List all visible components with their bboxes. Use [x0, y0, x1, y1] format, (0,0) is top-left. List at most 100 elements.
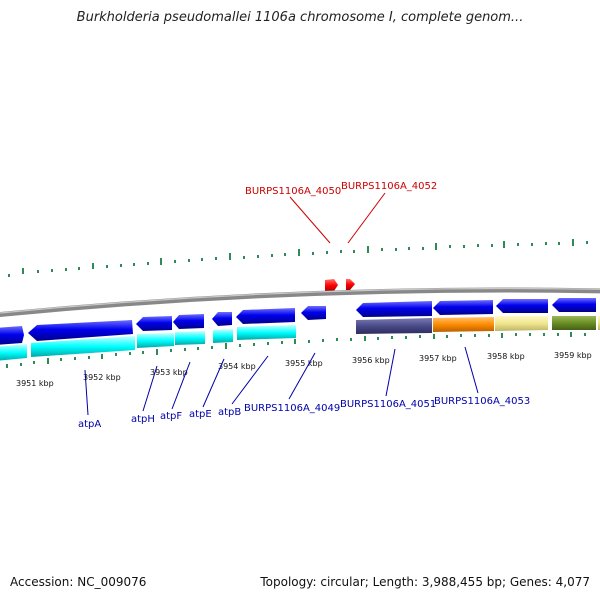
gene-arrow[interactable] [552, 298, 596, 312]
inner-tick [405, 336, 407, 339]
gc-tick [147, 262, 149, 265]
gc-tick [586, 241, 588, 244]
inner-tick [460, 334, 462, 337]
inner-tick [281, 341, 283, 344]
kbp-label: 3955 kbp [285, 359, 323, 368]
cds-band[interactable] [137, 333, 174, 348]
gene-arrow-atpH[interactable] [136, 316, 172, 331]
inner-tick [308, 340, 310, 343]
inner-tick [129, 352, 131, 355]
gc-tick [51, 269, 53, 272]
gc-tick [37, 270, 39, 273]
gene-label-burps1106a-4053[interactable]: BURPS1106A_4053 [434, 396, 530, 407]
inner-tick [350, 338, 352, 341]
inner-tick [391, 336, 393, 339]
gene-arrow-atpE[interactable] [212, 312, 232, 326]
inner-tick [6, 364, 8, 368]
gc-tick [572, 239, 574, 246]
inner-ticks [6, 332, 586, 368]
gc-tick [284, 253, 286, 256]
gc-tick [463, 245, 465, 248]
gc-tick [326, 251, 328, 254]
feature-olive[interactable] [552, 316, 596, 330]
kbp-label: 3953 kbp [150, 368, 188, 377]
inner-tick [184, 348, 186, 351]
forward-genes[interactable] [0, 298, 596, 345]
feature-bands[interactable] [0, 316, 600, 361]
cds-band[interactable] [213, 329, 233, 343]
inner-tick [419, 335, 421, 338]
gene-arrow-atpA[interactable] [28, 320, 133, 341]
gc-tick [395, 248, 397, 251]
gc-tick [229, 253, 231, 260]
inner-tick [515, 333, 517, 336]
leader-line-4051 [385, 348, 396, 397]
red-leaders [289, 192, 386, 244]
gene-arrow[interactable] [0, 326, 24, 345]
leader-line-4050 [289, 196, 331, 244]
inner-tick [142, 351, 144, 354]
gc-skew-ticks [8, 239, 588, 277]
inner-tick [225, 343, 227, 349]
inner-tick [433, 334, 435, 339]
gene-label-atpA[interactable]: atpA [78, 419, 101, 430]
gene-label-burps1106a-4052[interactable]: BURPS1106A_4052 [341, 181, 437, 192]
gene-label-atpH[interactable]: atpH [131, 414, 155, 425]
kbp-label: 3958 kbp [487, 352, 525, 361]
gene-arrow-atpB[interactable] [236, 308, 295, 324]
gc-tick [340, 250, 342, 253]
gene-arrow[interactable] [496, 299, 548, 313]
gene-arrow-4049[interactable] [301, 306, 326, 320]
kbp-label: 3959 kbp [554, 351, 592, 360]
inner-tick [253, 343, 255, 346]
gc-tick [133, 263, 135, 266]
gc-tick [491, 244, 493, 247]
inner-tick [377, 337, 379, 340]
backbone-highlight [0, 287, 600, 314]
kbp-label: 3957 kbp [419, 354, 457, 363]
feature-orange[interactable] [433, 317, 494, 332]
feature-purple[interactable] [356, 318, 432, 334]
inner-tick [211, 346, 213, 349]
gc-tick [435, 243, 437, 250]
red-genes[interactable] [325, 279, 355, 292]
leader-line-4052 [347, 192, 386, 244]
gene-label-burps1106a-4049[interactable]: BURPS1106A_4049 [244, 403, 340, 414]
cds-band[interactable] [175, 331, 205, 345]
chromosome-backbone [0, 287, 600, 318]
inner-tick [474, 334, 476, 337]
gene-label-atpB[interactable]: atpB [218, 407, 241, 418]
feature-khaki[interactable] [495, 316, 548, 331]
gene-arrow-4053[interactable] [433, 300, 493, 315]
inner-tick [60, 358, 62, 361]
inner-tick [294, 339, 296, 344]
gene-arrow-4051[interactable] [356, 301, 432, 317]
inner-tick [570, 332, 572, 337]
gene-label-atpF[interactable]: atpF [160, 411, 182, 422]
gc-tick [215, 257, 217, 260]
gc-tick [449, 245, 451, 248]
inner-tick [197, 347, 199, 350]
gene-label-atpE[interactable]: atpE [189, 409, 212, 420]
gene-label-burps1106a-4050[interactable]: BURPS1106A_4050 [245, 186, 341, 197]
gene-burps1106a-4050[interactable] [325, 279, 338, 292]
cds-band[interactable] [0, 344, 27, 361]
inner-tick [584, 333, 586, 336]
inner-tick [156, 349, 158, 355]
gene-label-burps1106a-4051[interactable]: BURPS1106A_4051 [340, 399, 436, 410]
gc-tick [353, 250, 355, 253]
gene-arrow-atpF[interactable] [173, 314, 204, 329]
cds-band[interactable] [237, 325, 296, 340]
cds-band[interactable] [31, 336, 135, 357]
leader-line-atpF [171, 361, 191, 410]
gc-tick [160, 258, 162, 265]
inner-tick [543, 333, 545, 336]
leader-line-atpB [231, 355, 269, 405]
inner-tick [529, 333, 531, 336]
inner-tick [115, 353, 117, 356]
kbp-label: 3952 kbp [83, 373, 121, 382]
gc-tick [312, 252, 314, 255]
gene-burps1106a-4052[interactable] [346, 279, 355, 290]
gc-tick [503, 241, 505, 248]
